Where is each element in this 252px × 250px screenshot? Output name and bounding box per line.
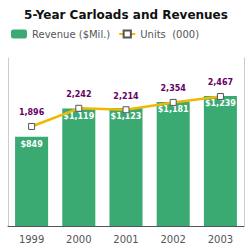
svg-text:$1,123: $1,123 [110, 111, 142, 121]
svg-text:1999: 1999 [19, 234, 44, 245]
svg-text:1,896: 1,896 [19, 108, 45, 117]
svg-text:2002: 2002 [160, 234, 185, 245]
svg-text:2,467: 2,467 [208, 78, 233, 87]
svg-text:2003: 2003 [208, 234, 233, 245]
svg-text:Units (000): Units (000) [140, 29, 199, 40]
svg-text:2,354: 2,354 [161, 84, 187, 93]
svg-text:2001: 2001 [113, 234, 138, 245]
svg-text:2,214: 2,214 [113, 92, 139, 101]
svg-text:5-Year Carloads and Revenues: 5-Year Carloads and Revenues [24, 8, 228, 22]
svg-text:Revenue ($Mil.): Revenue ($Mil.) [32, 29, 110, 40]
svg-text:2000: 2000 [66, 234, 91, 245]
svg-text:$849: $849 [20, 140, 43, 149]
svg-text:$1,181: $1,181 [158, 105, 189, 114]
svg-text:$1,239: $1,239 [205, 99, 236, 108]
svg-text:2,242: 2,242 [66, 90, 91, 99]
svg-text:$1,119: $1,119 [63, 112, 95, 121]
